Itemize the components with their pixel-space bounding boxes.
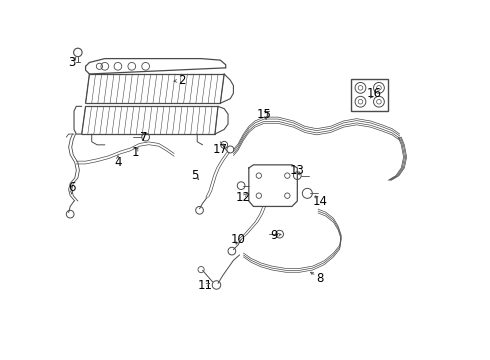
- Text: 15: 15: [257, 108, 271, 121]
- Text: 12: 12: [236, 191, 251, 204]
- Text: 10: 10: [231, 233, 245, 246]
- Text: 6: 6: [68, 181, 75, 194]
- Text: 7: 7: [140, 131, 147, 144]
- Bar: [351, 78, 388, 111]
- Text: 1: 1: [132, 146, 139, 159]
- Text: 4: 4: [114, 156, 122, 169]
- Text: 13: 13: [290, 164, 305, 177]
- Text: 16: 16: [367, 87, 382, 100]
- Text: 8: 8: [317, 271, 324, 284]
- Text: 17: 17: [213, 143, 228, 156]
- Text: 9: 9: [270, 229, 278, 242]
- Text: 3: 3: [68, 56, 75, 69]
- Text: 2: 2: [178, 74, 186, 87]
- Text: 14: 14: [313, 194, 328, 208]
- Text: 11: 11: [197, 279, 213, 292]
- Text: 5: 5: [191, 169, 198, 182]
